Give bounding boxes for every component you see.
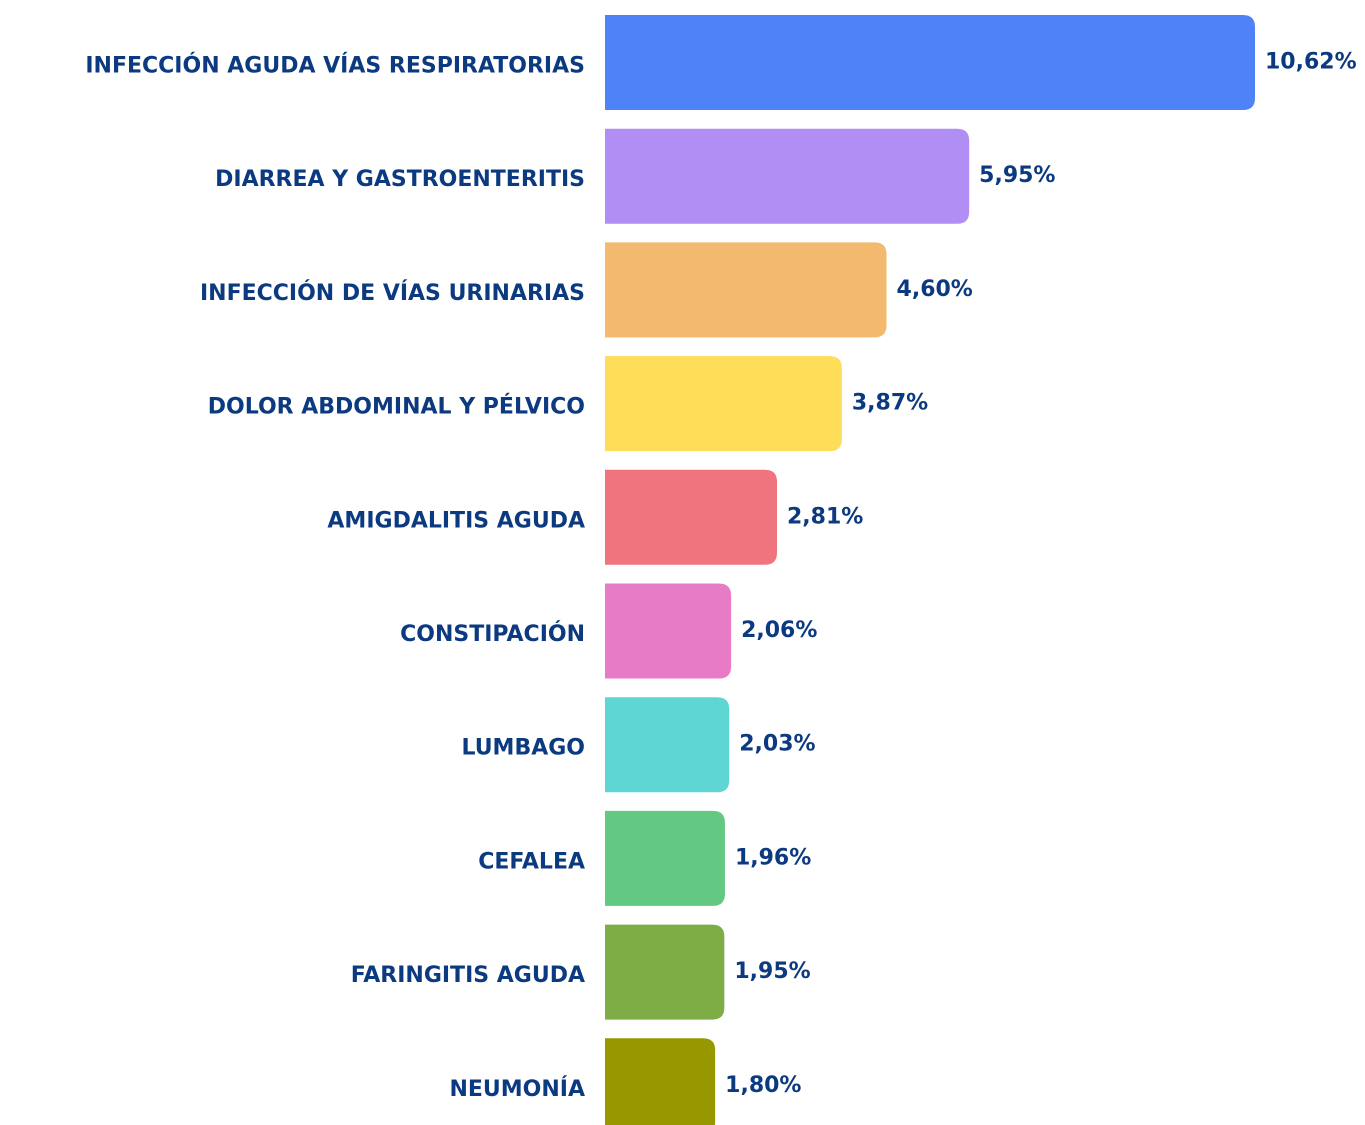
bar xyxy=(605,356,842,452)
bar xyxy=(605,469,777,565)
bar xyxy=(605,1038,716,1125)
value-label: 1,95% xyxy=(734,959,810,984)
bar xyxy=(605,15,1255,110)
category-label: INFECCIÓN AGUDA VÍAS RESPIRATORIAS xyxy=(85,53,585,79)
bar xyxy=(605,810,725,906)
bar xyxy=(605,697,730,793)
bar xyxy=(605,924,725,1020)
bar xyxy=(605,583,732,679)
category-label: CEFALEA xyxy=(478,849,585,874)
value-label: 10,62% xyxy=(1265,50,1357,75)
value-label: 1,80% xyxy=(725,1073,801,1098)
value-label: 1,96% xyxy=(735,845,811,870)
category-label: FARINGITIS AGUDA xyxy=(351,963,585,988)
category-label: CONSTIPACIÓN xyxy=(400,621,585,647)
value-label: 4,60% xyxy=(897,277,973,302)
value-label: 2,03% xyxy=(739,732,815,757)
category-label: DOLOR ABDOMINAL Y PÉLVICO xyxy=(208,394,585,420)
value-label: 2,81% xyxy=(787,504,863,529)
category-label: AMIGDALITIS AGUDA xyxy=(327,508,585,533)
category-label: DIARREA Y GASTROENTERITIS xyxy=(215,167,585,192)
value-label: 2,06% xyxy=(741,618,817,643)
category-label: NEUMONÍA xyxy=(449,1076,585,1102)
bar xyxy=(605,242,887,338)
category-label: INFECCIÓN DE VÍAS URINARIAS xyxy=(200,280,585,306)
value-label: 5,95% xyxy=(979,163,1055,188)
category-label: LUMBAGO xyxy=(461,736,585,761)
bar xyxy=(605,128,970,224)
value-label: 3,87% xyxy=(852,391,928,416)
